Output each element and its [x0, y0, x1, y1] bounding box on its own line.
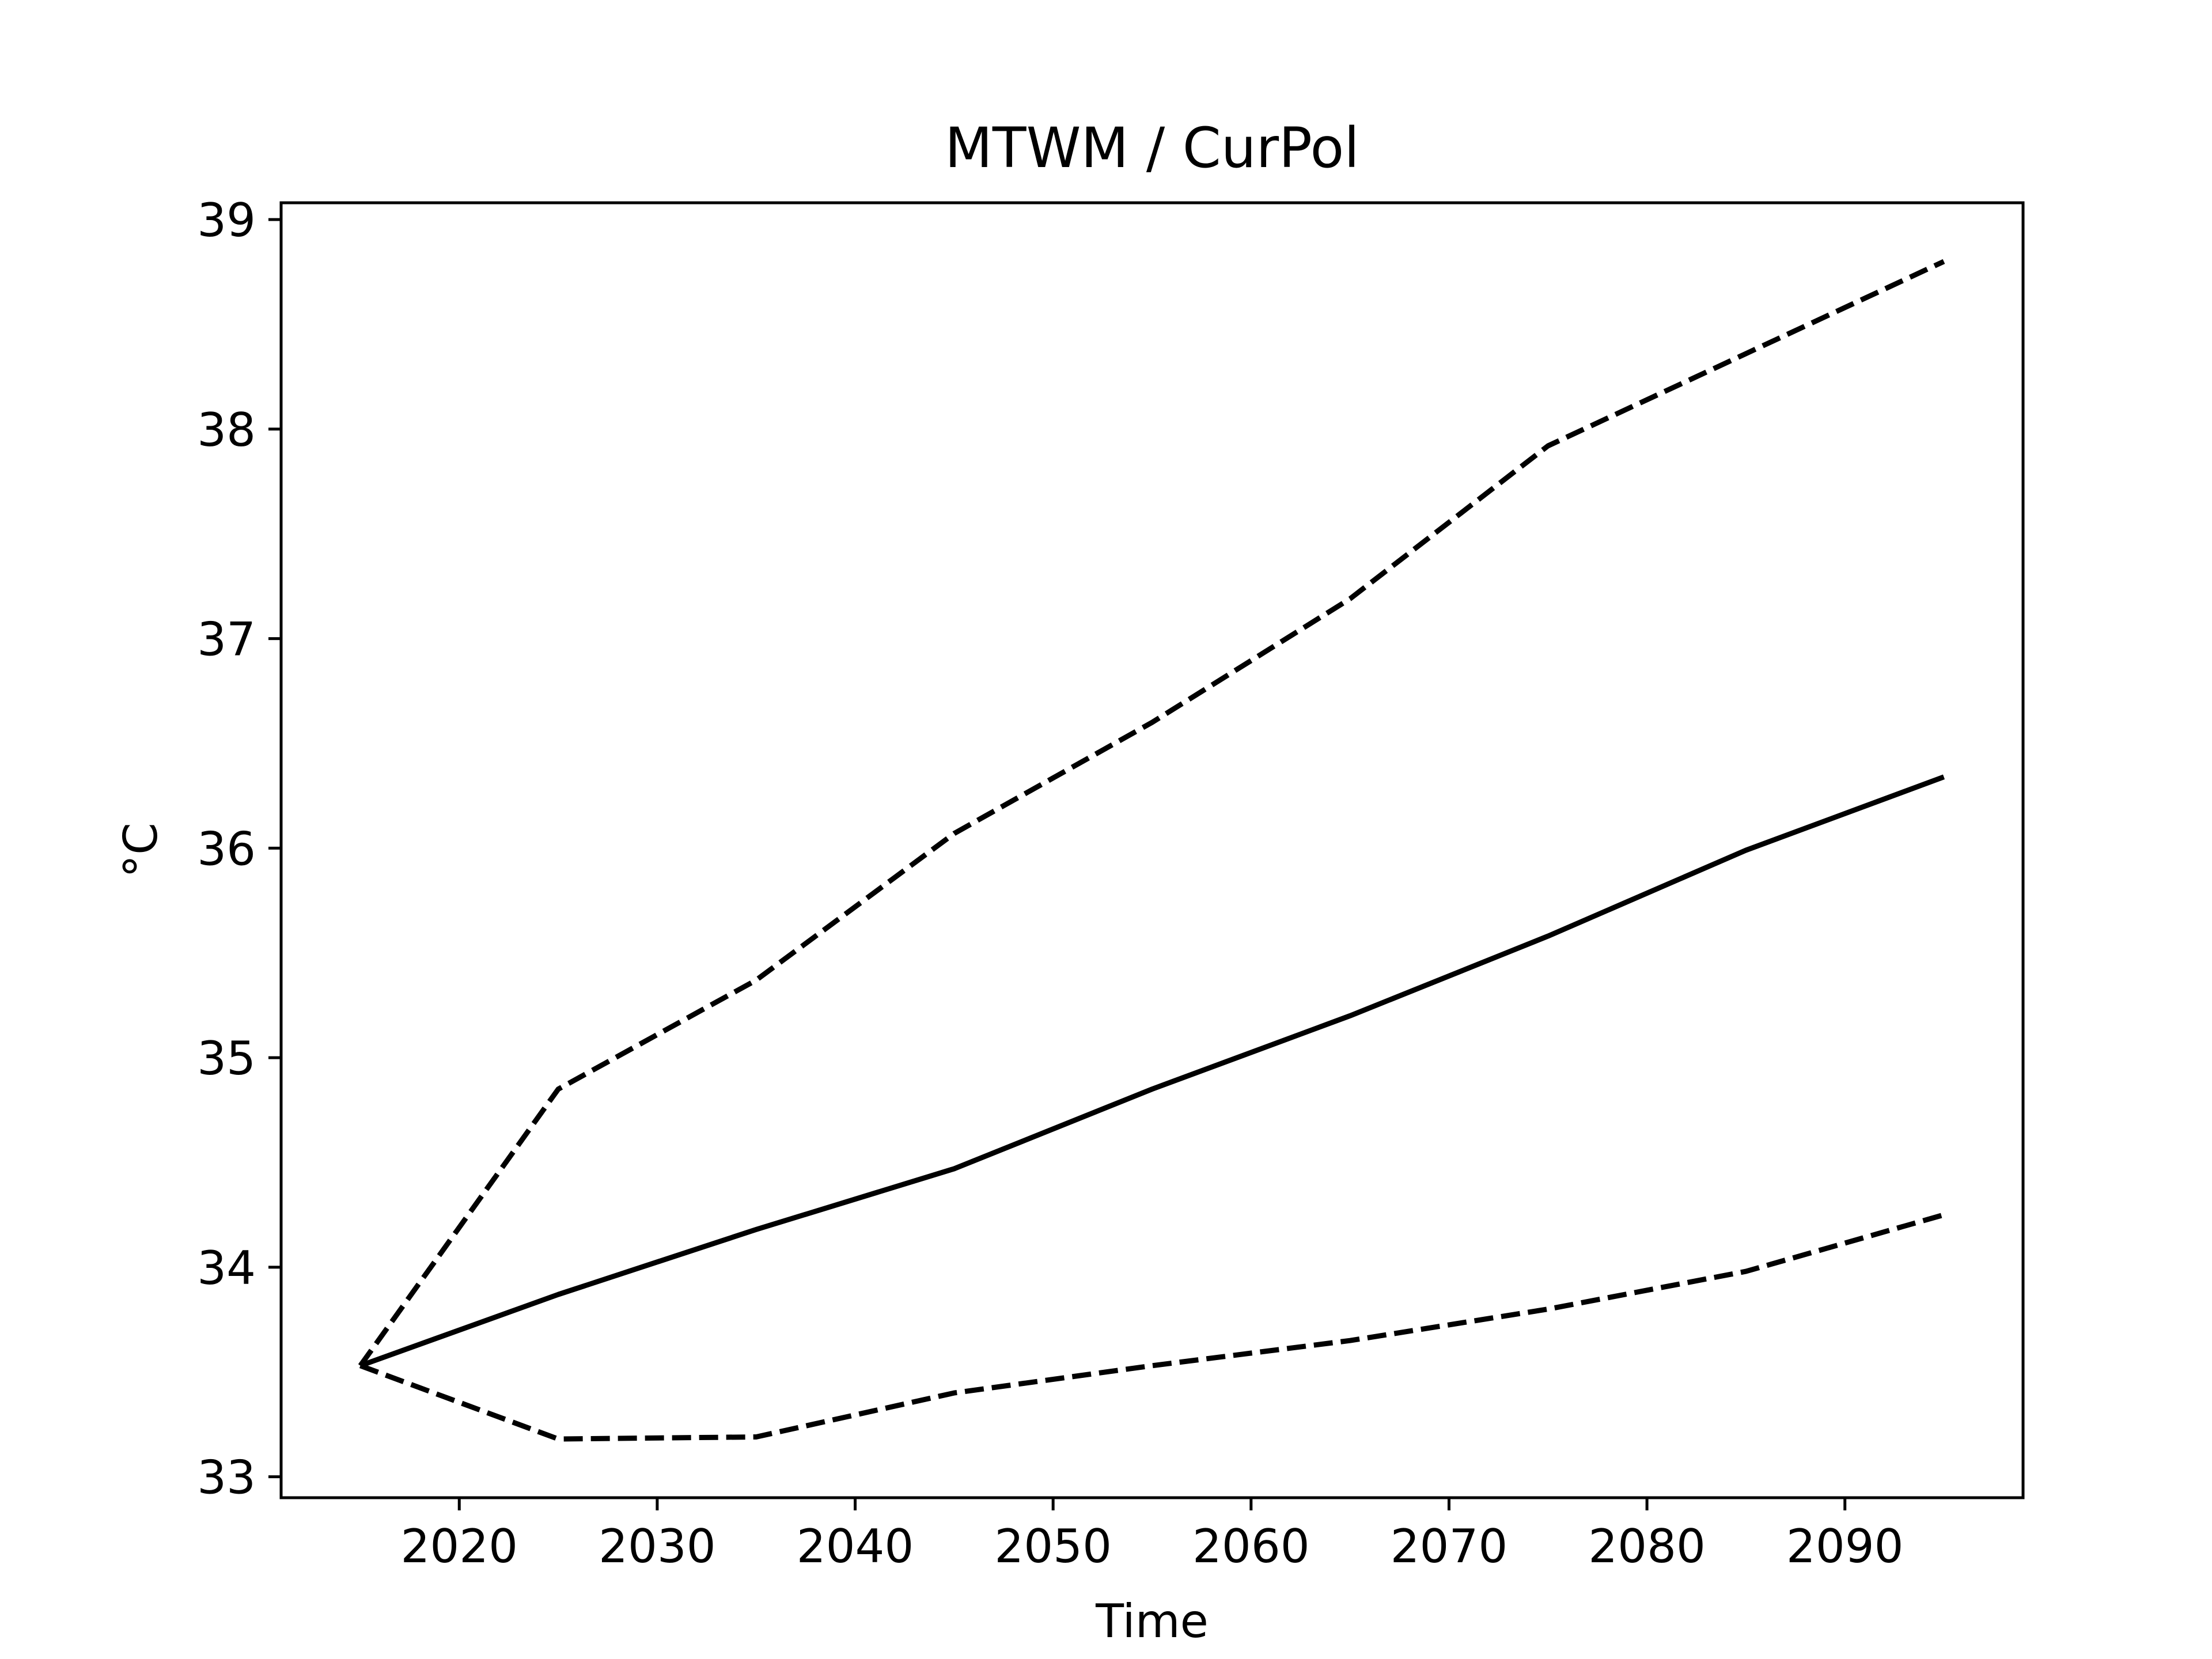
chart-title: MTWM / CurPol: [945, 116, 1359, 180]
x-axis-label: Time: [1095, 1594, 1209, 1648]
y-tick-label: 39: [197, 194, 256, 247]
x-tick-label: 2050: [994, 1520, 1112, 1573]
x-tick-label: 2060: [1192, 1520, 1310, 1573]
series-layer: [358, 259, 1945, 1442]
y-tick-label: 38: [197, 403, 256, 457]
x-tick-label: 2040: [797, 1520, 914, 1573]
y-axis-label: °C: [114, 823, 168, 878]
y-tick-label: 37: [197, 613, 256, 666]
x-tick-label: 2090: [1786, 1520, 1904, 1573]
plot-area-frame: [279, 201, 2025, 1499]
series-line-2: [358, 259, 1945, 1368]
y-axis-ticks: 33 34 35 36 37 38 39: [197, 194, 281, 1505]
x-tick-label: 2020: [400, 1520, 518, 1573]
y-tick-label: 35: [197, 1032, 256, 1085]
x-tick-label: 2030: [599, 1520, 716, 1573]
series-line-1: [359, 774, 1945, 1369]
x-axis-ticks: 2020 2030 2040 2050 2060 2070 2080 2090: [400, 1498, 1904, 1573]
x-tick-label: 2070: [1391, 1520, 1508, 1573]
x-tick-label: 2080: [1588, 1520, 1706, 1573]
y-tick-label: 34: [197, 1241, 256, 1295]
series-line-3: [359, 1212, 1945, 1442]
y-tick-label: 33: [197, 1451, 256, 1505]
y-tick-label: 36: [197, 822, 256, 876]
